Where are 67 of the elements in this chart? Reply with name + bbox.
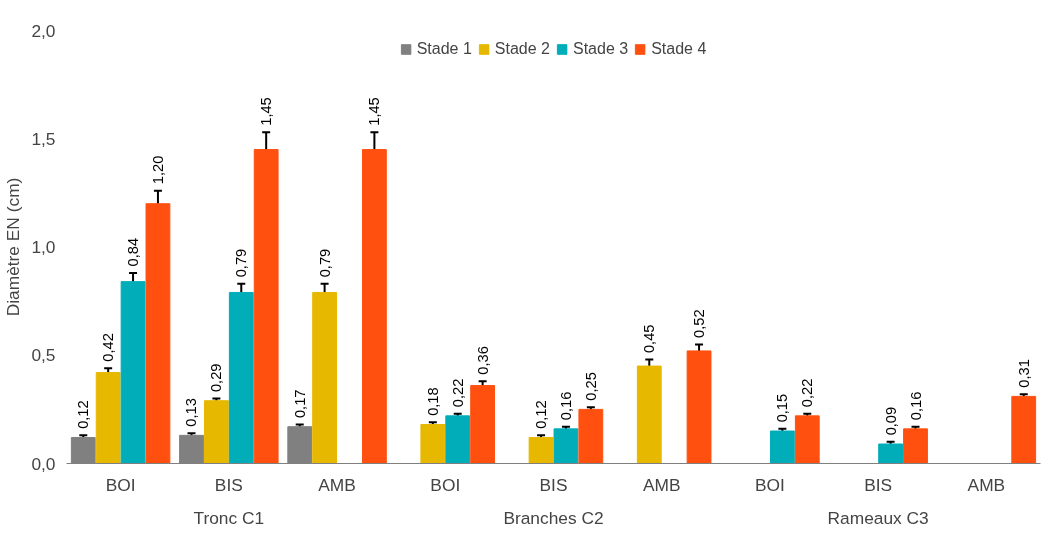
- bar: [878, 443, 904, 464]
- bar: [145, 203, 171, 464]
- y-axis-title: Diamètre EN (cm): [3, 177, 24, 317]
- data-label: 0,13: [183, 398, 200, 427]
- data-label: 0,15: [774, 393, 791, 423]
- bar: [903, 428, 928, 464]
- data-label: 0,31: [1015, 359, 1032, 388]
- bar: [578, 408, 604, 464]
- bar: [470, 385, 496, 464]
- bar: [553, 428, 579, 464]
- bar: [361, 149, 387, 464]
- bar: [312, 291, 338, 464]
- x-tick-label: BOI: [105, 474, 136, 495]
- x-tick-label: BIS: [864, 474, 893, 495]
- data-label: 0,16: [907, 391, 924, 421]
- x-tick-label: AMB: [967, 474, 1006, 495]
- data-label: 1,20: [149, 155, 166, 185]
- bar: [636, 365, 662, 464]
- data-label: 0,25: [582, 372, 599, 401]
- data-label: 0,52: [691, 309, 708, 338]
- legend-label: Stade 3: [573, 40, 629, 58]
- bar: [253, 149, 279, 464]
- data-label: 1,45: [258, 97, 275, 126]
- x-tick-label: BOI: [430, 474, 461, 495]
- data-label: 0,29: [208, 363, 225, 393]
- x-tick-label: BOI: [755, 474, 785, 495]
- data-label: 0,42: [100, 333, 117, 362]
- bar: [794, 415, 820, 464]
- bar: [203, 400, 229, 464]
- y-tick-label: 0,5: [31, 345, 56, 366]
- data-label: 0,22: [449, 378, 466, 408]
- x-tick-label: AMB: [642, 474, 681, 495]
- bar: [686, 350, 712, 464]
- data-label: 1,45: [366, 97, 383, 126]
- y-tick-label: 1,5: [31, 128, 56, 149]
- bar: [95, 372, 121, 464]
- legend-label: Stade 1: [416, 40, 472, 58]
- data-label: 0,18: [424, 387, 441, 416]
- data-label: 0,17: [291, 389, 308, 419]
- x-tick-label: BIS: [214, 474, 243, 495]
- legend-label: Stade 4: [651, 40, 707, 58]
- y-tick-label: 0,0: [31, 453, 56, 474]
- bar: [228, 291, 254, 464]
- data-label: 0,12: [533, 400, 550, 429]
- x-tick-label: AMB: [318, 474, 356, 495]
- data-label: 0,16: [557, 391, 574, 421]
- data-label: 0,36: [474, 346, 491, 375]
- data-label: 0,79: [316, 248, 333, 278]
- text: Branches C2: [503, 507, 604, 528]
- legend-label: Stade 2: [494, 40, 550, 58]
- data-label: 0,84: [125, 237, 142, 267]
- bar: [420, 424, 446, 464]
- data-label: 0,22: [799, 378, 816, 408]
- data-label: 0,45: [641, 324, 658, 354]
- text: Rameaux C3: [827, 507, 929, 528]
- bar: [1011, 395, 1037, 464]
- y-tick-label: 1,0: [31, 237, 56, 257]
- data-label: 0,12: [75, 400, 92, 429]
- bar: [769, 430, 795, 464]
- y-tick-label: 2,0: [31, 20, 56, 41]
- x-tick-label: BIS: [539, 474, 568, 495]
- data-label: 0,09: [882, 406, 899, 436]
- data-label: 0,79: [233, 248, 250, 278]
- text: Tronc C1: [193, 507, 265, 528]
- bar: [120, 281, 146, 464]
- bar: [528, 437, 554, 464]
- bar: [445, 415, 471, 464]
